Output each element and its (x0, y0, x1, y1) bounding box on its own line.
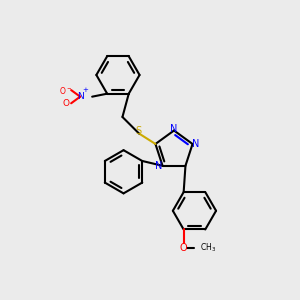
Text: N: N (155, 161, 163, 171)
Text: CH$_3$: CH$_3$ (200, 242, 216, 254)
Text: O$^-$: O$^-$ (59, 85, 73, 96)
Text: N: N (193, 139, 200, 149)
Text: N: N (170, 124, 178, 134)
Text: N: N (77, 92, 83, 101)
Text: O: O (63, 99, 70, 108)
Text: +: + (82, 87, 88, 93)
Text: O: O (180, 243, 188, 253)
Text: S: S (135, 126, 141, 136)
